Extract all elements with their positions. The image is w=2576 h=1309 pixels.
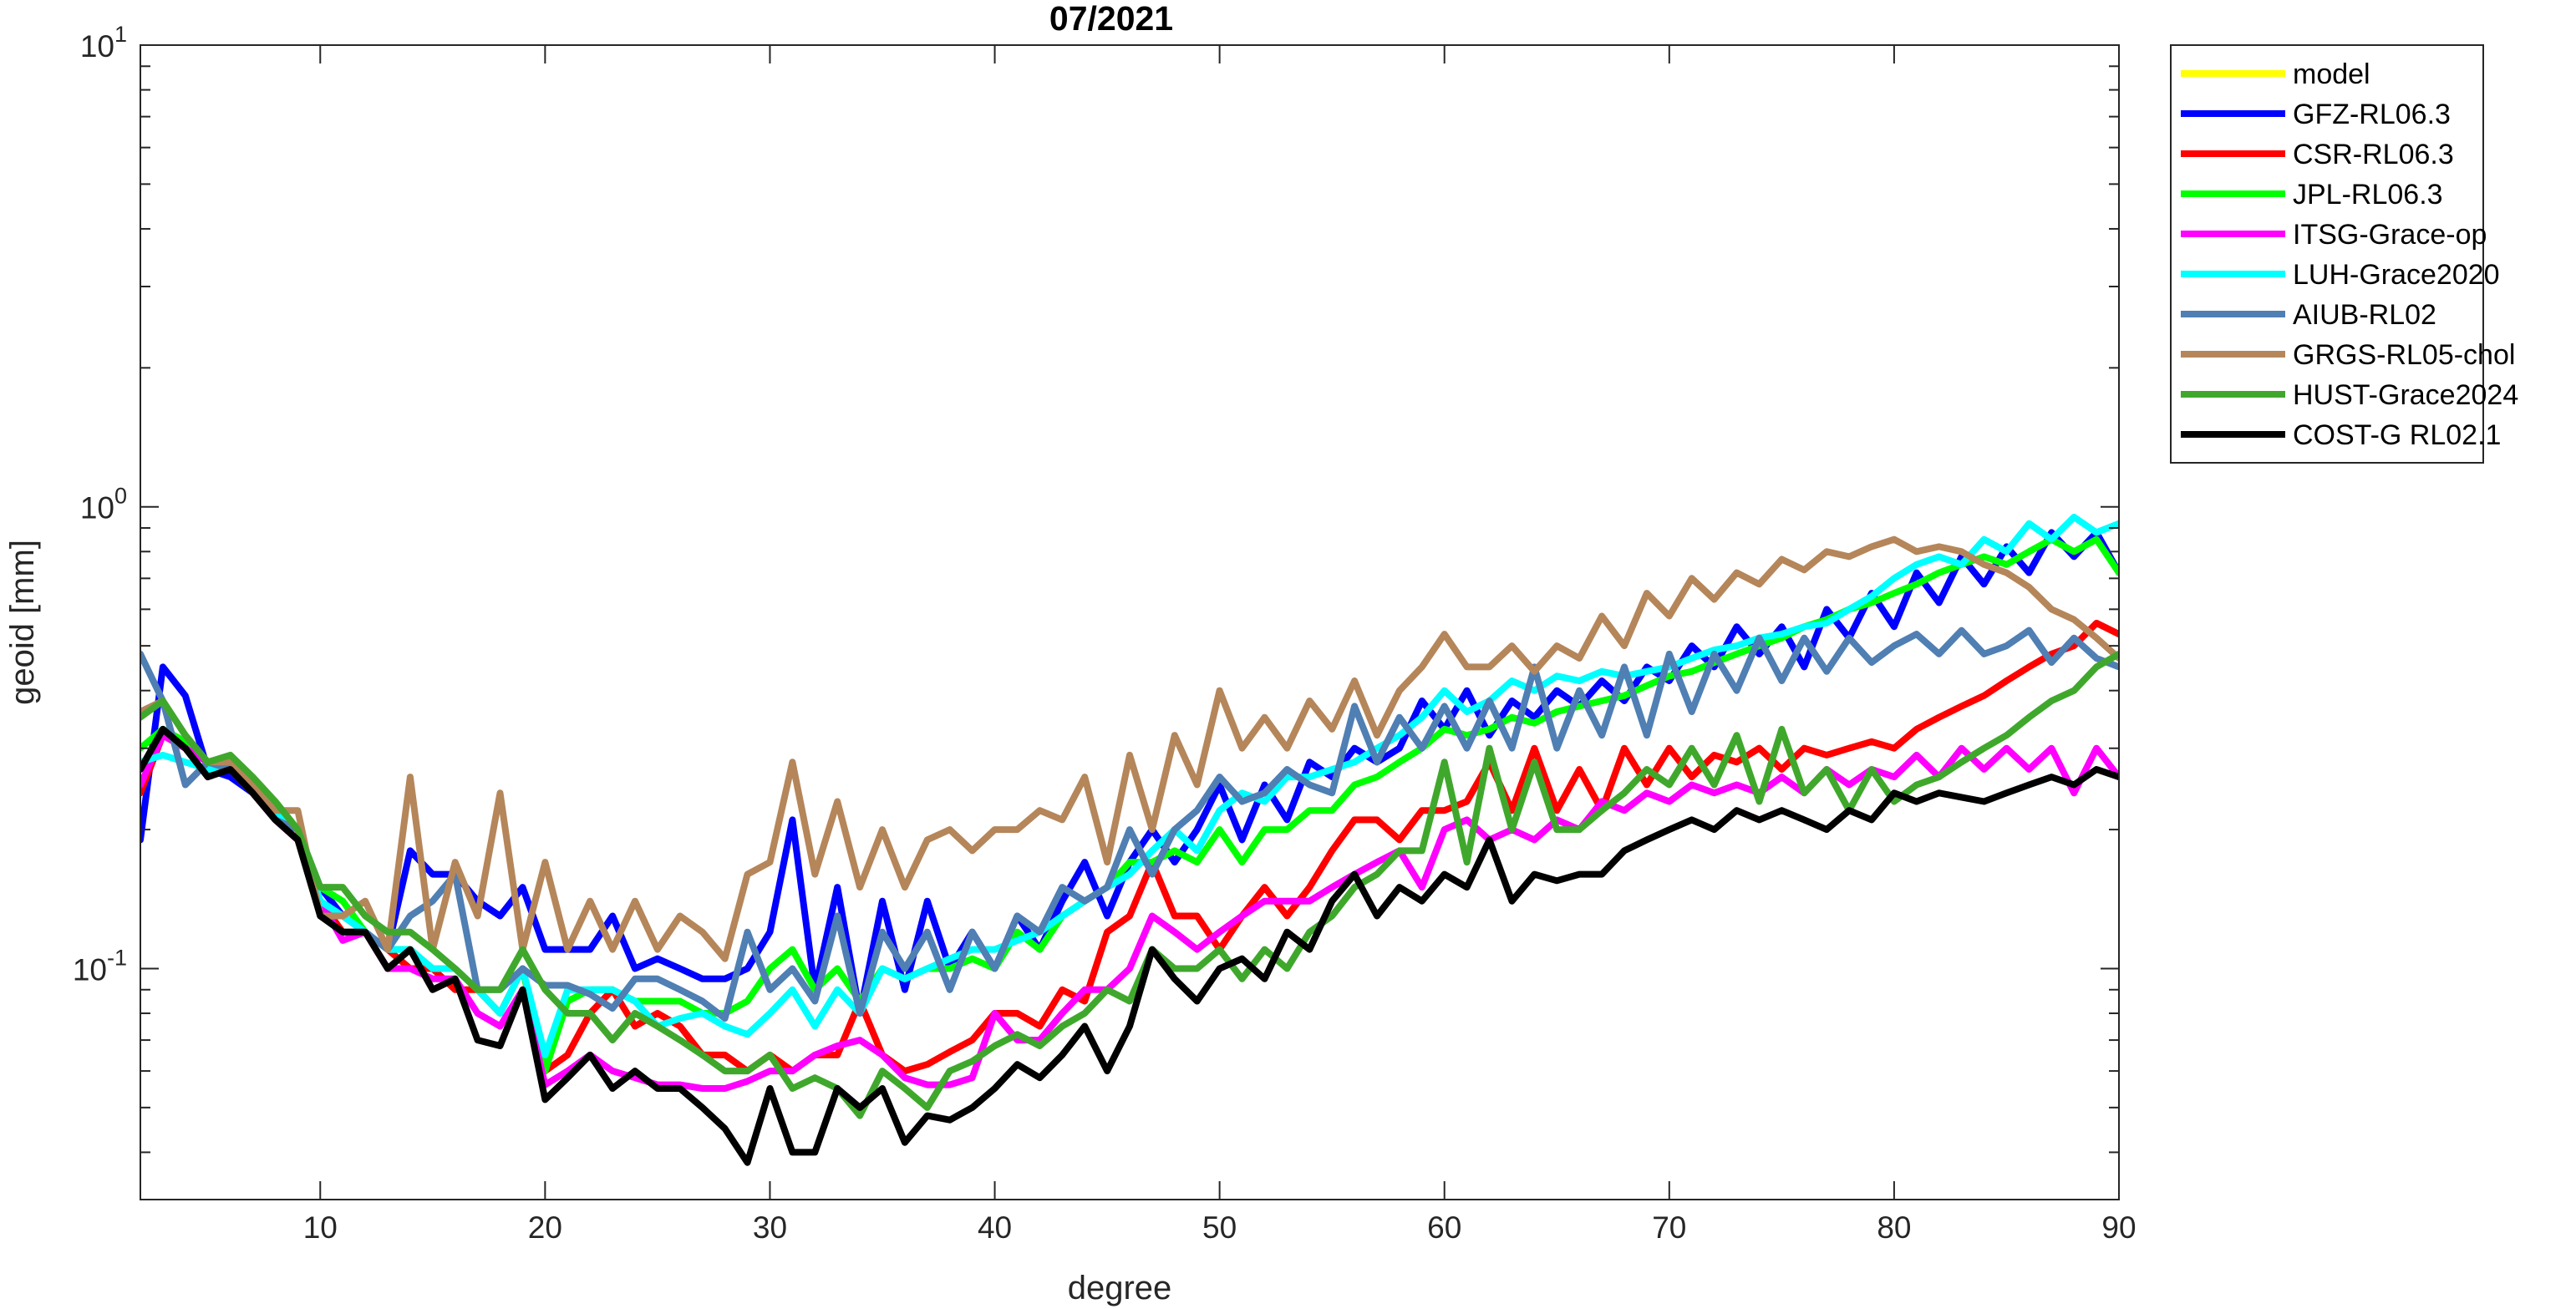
x-tick-label: 60 xyxy=(1427,1210,1461,1245)
legend-entry-label: JPL-RL06.3 xyxy=(2293,179,2443,211)
x-axis-label: degree xyxy=(1068,1270,1172,1306)
y-tick-label: 100 xyxy=(80,484,127,525)
x-axis: 10 20 30 40 50 60 70 80 90 xyxy=(303,45,2137,1245)
legend-entry-label: AIUB-RL02 xyxy=(2293,299,2436,331)
x-tick-label: 40 xyxy=(978,1210,1012,1245)
x-tick-label: 70 xyxy=(1652,1210,1686,1245)
series-line-jpl-rl06-3 xyxy=(140,535,2119,1075)
series-line-itsg-grace-op xyxy=(140,732,2119,1092)
legend-entry-label: CSR-RL06.3 xyxy=(2293,139,2454,170)
series-line-hust-grace2024 xyxy=(140,650,2119,1119)
chart-title: 07/2021 xyxy=(1049,0,1173,38)
y-tick-base: 10 xyxy=(80,29,114,63)
y-tick-label: 10-1 xyxy=(73,945,127,987)
legend-entry-label: GFZ-RL06.3 xyxy=(2293,99,2451,130)
legend-entry-label: LUH-Grace2020 xyxy=(2293,259,2500,291)
y-tick-label: 101 xyxy=(80,22,127,63)
y-tick-base: 10 xyxy=(80,491,114,525)
series-line-aiub-rl02 xyxy=(140,627,2119,1022)
legend-entry-label: ITSG-Grace-op xyxy=(2293,219,2487,251)
series-line-csr-rl06-3 xyxy=(140,619,2119,1075)
legend-entry-label: model xyxy=(2293,58,2370,90)
x-tick-label: 80 xyxy=(1877,1210,1911,1245)
series-layer xyxy=(140,514,2119,1166)
series-line-cost-g-rl02-1 xyxy=(140,725,2119,1166)
y-tick-exponent: 0 xyxy=(114,484,127,509)
legend-entry-label: GRGS-RL05-chol xyxy=(2293,339,2515,371)
x-tick-label: 20 xyxy=(528,1210,562,1245)
x-tick-label: 30 xyxy=(753,1210,787,1245)
series-line-grgs-rl05-chol xyxy=(140,535,2119,962)
x-tick-label: 50 xyxy=(1202,1210,1237,1245)
plot-area-border xyxy=(140,44,2120,1200)
y-axis-label: geoid [mm] xyxy=(4,540,41,705)
legend: model GFZ-RL06.3 CSR-RL06.3 JPL-RL06.3 ITSG-… xyxy=(2170,44,2518,464)
x-tick-label: 10 xyxy=(303,1210,338,1245)
y-tick-exponent: 1 xyxy=(114,22,127,47)
y-tick-exponent: -1 xyxy=(107,945,127,970)
legend-entry-label: COST-G RL02.1 xyxy=(2293,419,2501,451)
legend-entry-label: HUST-Grace2024 xyxy=(2293,379,2518,411)
y-tick-base: 10 xyxy=(73,952,107,987)
x-tick-label: 90 xyxy=(2101,1210,2136,1245)
